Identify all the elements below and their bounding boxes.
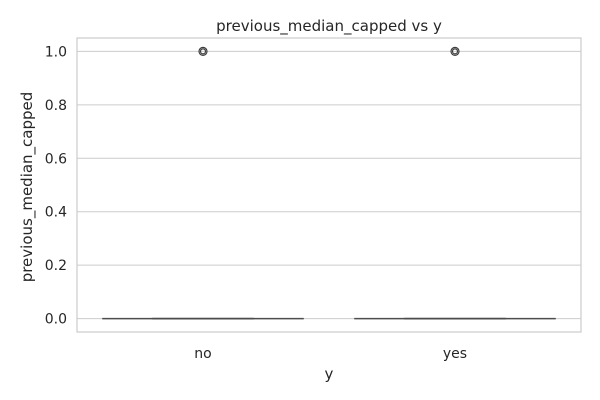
outlier-point: [199, 48, 207, 55]
x-axis-label: y: [325, 365, 334, 383]
y-tick-label: 0.8: [45, 98, 67, 114]
y-axis-label: previous_median_capped: [18, 92, 37, 283]
box-plots: [102, 46, 556, 320]
y-tick-labels: 0.0 0.2 0.4 0.6 0.8 1.0: [45, 44, 67, 327]
outlier-point: [198, 46, 208, 56]
outlier-point: [450, 46, 460, 56]
y-tick-label: 0.2: [45, 258, 67, 274]
chart-title: previous_median_capped vs y: [216, 17, 442, 36]
y-tick-label: 0.4: [45, 205, 67, 221]
x-tick-label: no: [194, 346, 211, 362]
x-tick-label: yes: [443, 346, 467, 362]
y-tick-label: 0.0: [45, 312, 67, 328]
plot-frame: [76, 37, 582, 333]
x-tick-labels: no yes: [194, 346, 467, 362]
outlier-point: [451, 48, 459, 55]
y-tick-label: 1.0: [45, 44, 67, 60]
box-no: [102, 46, 304, 320]
y-tick-label: 0.6: [45, 151, 67, 167]
box-yes: [354, 46, 556, 320]
grid-lines: [77, 50, 581, 320]
